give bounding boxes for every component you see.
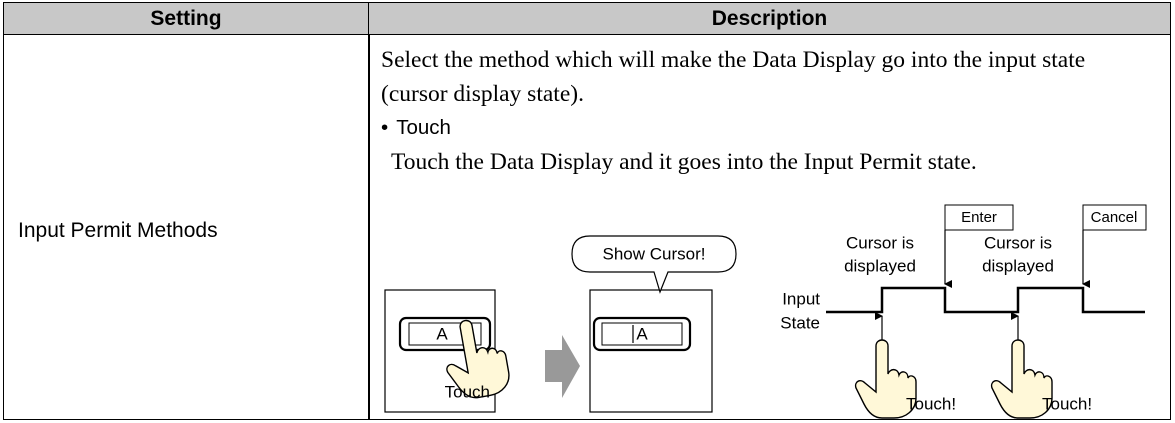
- key-box: [1082, 204, 1147, 231]
- transition-arrow: [545, 335, 580, 398]
- note: Cursor is: [984, 233, 1052, 252]
- touch-label: Touch!: [1042, 394, 1092, 413]
- option-detail: Touch the Data Display and it goes into …: [391, 149, 977, 175]
- table: Setting Description Input Permit Methods…: [3, 2, 1171, 420]
- option-list: Touch: [381, 111, 1151, 145]
- key-label: Enter: [961, 209, 997, 226]
- touch-label: Touch!: [906, 394, 956, 413]
- option-bullet: Touch: [381, 111, 1151, 145]
- key-box: [944, 204, 1014, 231]
- note: displayed: [844, 256, 916, 275]
- axis-label: State: [780, 313, 820, 332]
- state-line: [826, 286, 1145, 314]
- bubble-text: Show Cursor!: [603, 244, 706, 263]
- axis-label: Input: [782, 289, 820, 308]
- note: displayed: [982, 256, 1054, 275]
- action-label: Touch: [445, 382, 490, 401]
- header-cell: Description: [369, 3, 1170, 35]
- description: Select the method which will make the Da…: [381, 43, 1151, 179]
- setting-name: Input Permit Methods: [18, 219, 218, 242]
- note: Cursor is: [846, 233, 914, 252]
- display-field: [601, 322, 683, 346]
- column-divider: [368, 35, 370, 419]
- key-label: Cancel: [1091, 209, 1138, 226]
- display-value: A: [436, 324, 448, 343]
- header-cell: Setting: [4, 3, 369, 35]
- speech-bubble: [571, 235, 737, 294]
- option-title: Touch: [396, 116, 451, 139]
- intro-text: Select the method which will make the Da…: [381, 47, 1086, 107]
- display-value: A: [636, 324, 648, 343]
